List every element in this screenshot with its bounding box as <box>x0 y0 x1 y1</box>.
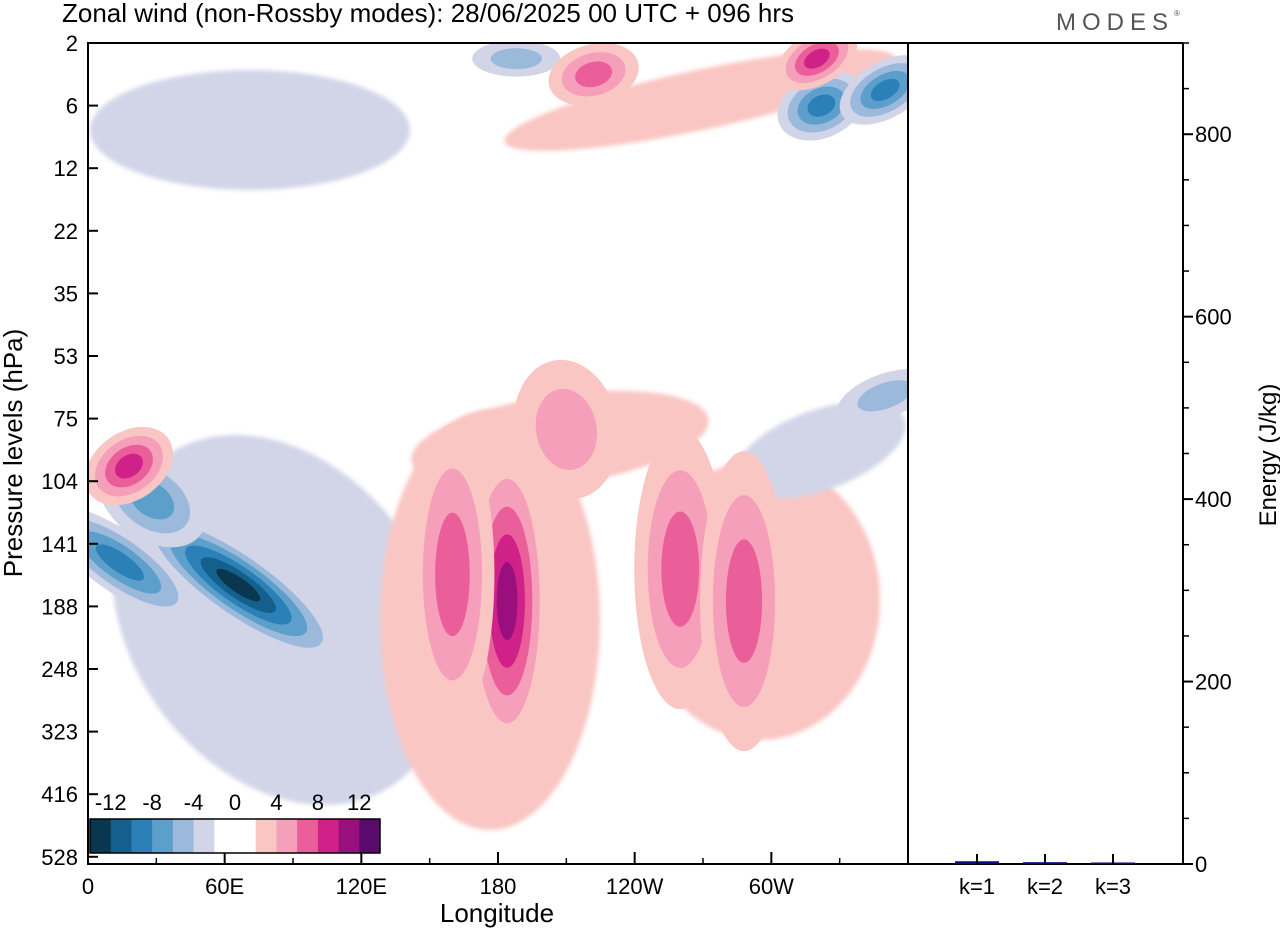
colorbar-swatch <box>110 819 132 853</box>
y-tick-label: 2 <box>66 31 78 56</box>
contour-positive-13-level-2 <box>575 61 613 88</box>
energy-tick-label: 600 <box>1195 305 1232 330</box>
colorbar-label: -12 <box>95 790 127 815</box>
colorbar-label: 8 <box>312 790 324 815</box>
colorbar-swatch <box>317 819 340 853</box>
colorbar-swatch <box>152 819 174 853</box>
x-tick-label: 0 <box>82 874 94 899</box>
contour-negative-1-level-3 <box>95 544 144 581</box>
energy-tick-label: 400 <box>1195 487 1232 512</box>
field-region-negative <box>90 70 410 190</box>
contour-field <box>88 43 908 830</box>
y-tick-label: 141 <box>41 532 78 557</box>
contour-negative-5-level-1 <box>490 48 542 70</box>
y-tick-label: 6 <box>66 94 78 119</box>
x-tick-label: 180 <box>480 874 517 899</box>
y-axis-label: Pressure levels (hPa) <box>0 329 28 578</box>
y-tick-label: 75 <box>54 407 78 432</box>
energy-panel: 0 200 400 600 800 k=1 k=2 k=3 <box>955 42 1232 899</box>
energy-tick-label: 0 <box>1195 852 1207 877</box>
contour-positive-10-level-2 <box>725 539 763 663</box>
x-tick-label: 60E <box>205 874 244 899</box>
x-tick-label: 60W <box>749 874 794 899</box>
y-tick-label: 323 <box>41 720 78 745</box>
colorbar: -12 -8 -4 0 4 8 12 <box>89 790 381 854</box>
colorbar-swatch <box>255 819 277 853</box>
chart-title: Zonal wind (non-Rossby modes): 28/06/202… <box>62 0 794 28</box>
y-tick-label: 248 <box>41 657 78 682</box>
colorbar-label: -4 <box>184 790 204 815</box>
colorbar-border <box>89 818 381 854</box>
y-tick-label: 188 <box>41 594 78 619</box>
contour-positive-7-level-4 <box>496 562 518 640</box>
colorbar-swatch <box>359 819 381 853</box>
x-tick-label: 120W <box>606 874 664 899</box>
y-tick-label: 53 <box>54 344 78 369</box>
colorbar-swatch <box>338 819 360 853</box>
colorbar-swatch <box>172 819 195 853</box>
y-tick-label: 104 <box>41 469 78 494</box>
y-tick-label: 528 <box>41 845 78 870</box>
longitude-axis: 0 60E 120E 180 120W 60W <box>82 852 841 899</box>
colorbar-swatch <box>235 819 257 853</box>
contour-negative-3-level-3 <box>807 94 836 117</box>
colorbar-label: 4 <box>270 790 282 815</box>
energy-category-label: k=2 <box>1027 874 1063 899</box>
colorbar-swatch <box>90 819 112 853</box>
contour-negative-4-level-3 <box>870 78 900 102</box>
colorbar-label: 0 <box>229 790 241 815</box>
colorbar-swatch <box>193 819 215 853</box>
colorbar-swatch <box>276 819 298 853</box>
y-tick-label: 35 <box>54 281 78 306</box>
contour-positive-9-level-2 <box>661 511 700 627</box>
y-tick-label: 12 <box>54 156 78 181</box>
energy-axis-label: Energy (J/kg) <box>1255 384 1280 527</box>
energy-tick-label: 800 <box>1195 122 1232 147</box>
x-axis-label: Longitude <box>440 898 554 928</box>
colorbar-swatch <box>131 819 153 853</box>
energy-tick-label: 200 <box>1195 670 1232 695</box>
colorbar-label: 12 <box>347 790 371 815</box>
modes-logo: MODES® <box>1056 9 1180 36</box>
contour-positive-8-level-2 <box>435 512 470 637</box>
y-tick-label: 416 <box>41 782 78 807</box>
contour-positive-11-level-3 <box>115 453 143 479</box>
pressure-axis: 2 6 12 22 35 53 75 104 141 188 248 323 416 528 <box>41 31 98 870</box>
x-tick-label: 120E <box>336 874 387 899</box>
energy-category-label: k=1 <box>959 874 995 899</box>
contour-negative-0-level-5 <box>216 568 261 602</box>
contour-negative-6-level-1 <box>857 380 908 412</box>
contour-positive-12-level-3 <box>804 48 830 69</box>
colorbar-label: -8 <box>142 790 162 815</box>
y-tick-label: 22 <box>54 219 78 244</box>
contour-positive-14-level-1 <box>535 388 598 470</box>
energy-category-label: k=3 <box>1095 874 1131 899</box>
colorbar-swatch <box>214 819 236 853</box>
colorbar-swatch <box>297 819 319 853</box>
field-region-negative <box>734 401 906 499</box>
